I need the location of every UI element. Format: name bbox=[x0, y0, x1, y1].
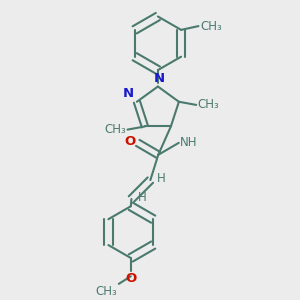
Text: N: N bbox=[154, 72, 165, 85]
Text: NH: NH bbox=[180, 136, 198, 149]
Text: CH₃: CH₃ bbox=[96, 285, 118, 298]
Text: H: H bbox=[138, 191, 147, 204]
Text: O: O bbox=[125, 272, 136, 285]
Text: CH₃: CH₃ bbox=[104, 123, 126, 136]
Text: CH₃: CH₃ bbox=[200, 20, 222, 33]
Text: CH₃: CH₃ bbox=[198, 98, 220, 111]
Text: O: O bbox=[124, 135, 135, 148]
Text: H: H bbox=[157, 172, 166, 185]
Text: N: N bbox=[123, 87, 134, 100]
